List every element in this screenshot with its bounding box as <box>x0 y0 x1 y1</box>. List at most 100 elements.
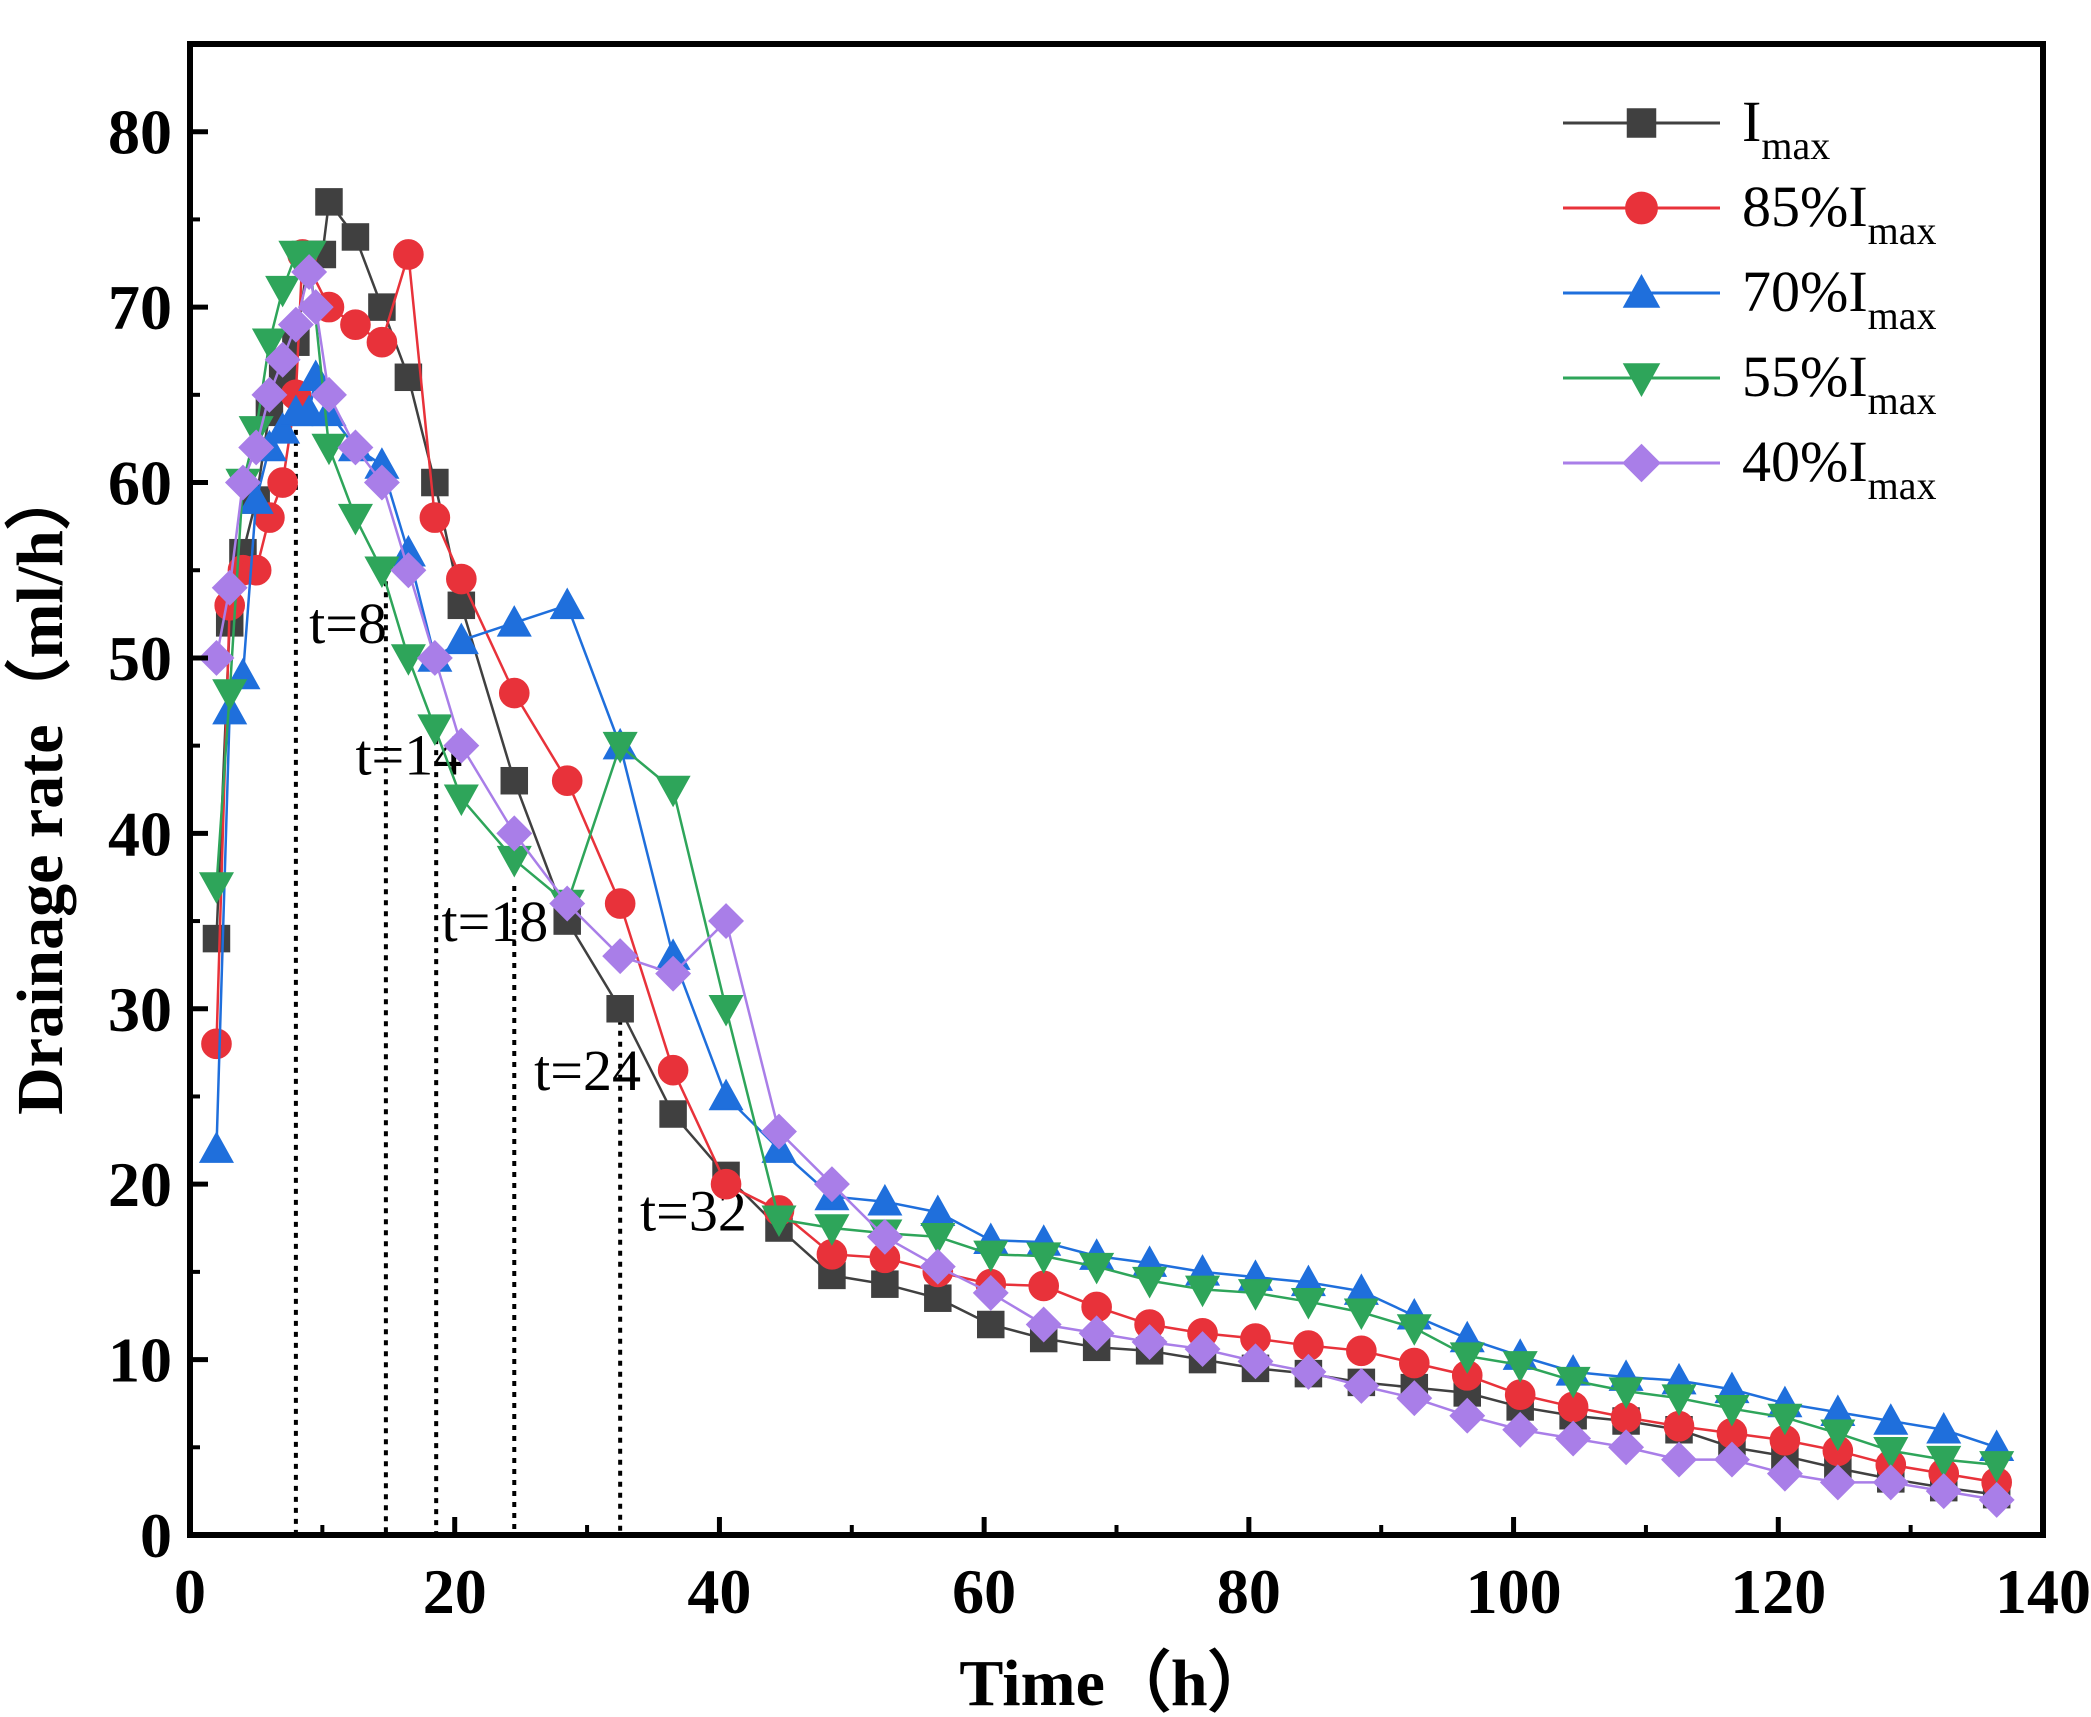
legend-label-main: 70%I <box>1742 259 1868 324</box>
marker-triangle-down <box>1449 1342 1485 1374</box>
marker-diamond <box>311 376 347 413</box>
marker-square <box>421 468 449 497</box>
marker-diamond <box>264 341 301 378</box>
marker-triangle-up <box>238 482 274 514</box>
marker-circle <box>498 677 530 709</box>
marker-triangle-up <box>496 605 532 637</box>
marker-circle <box>419 502 451 533</box>
marker-triangle-down <box>814 1214 850 1246</box>
y-tick-label: 30 <box>108 974 172 1045</box>
marker-triangle-down <box>265 275 301 308</box>
marker-triangle-down <box>1873 1437 1909 1469</box>
marker-diamond <box>1396 1380 1433 1417</box>
marker-diamond <box>655 955 692 992</box>
legend-entry: 40%Imax <box>1563 429 1937 508</box>
legend-label: Imax <box>1742 89 1830 168</box>
y-tick-label: 0 <box>140 1500 172 1571</box>
marker-triangle-down <box>1608 1377 1644 1409</box>
marker-circle <box>366 326 398 358</box>
marker-square <box>202 924 231 953</box>
marker-diamond <box>919 1248 956 1285</box>
marker-circle <box>240 554 272 586</box>
marker-diamond <box>1290 1353 1327 1390</box>
marker-triangle-down <box>655 775 691 808</box>
marker-triangle-down <box>1820 1419 1856 1452</box>
marker-triangle-down <box>212 679 248 711</box>
legend-label-main: 85%I <box>1742 174 1868 239</box>
marker-diamond <box>224 464 261 501</box>
marker-circle <box>551 765 583 797</box>
series-2 <box>201 239 2012 1498</box>
series-layer <box>198 188 2015 1518</box>
legend-label-subscript: max <box>1761 123 1830 168</box>
legend-label-main: I <box>1742 89 1761 154</box>
marker-diamond <box>813 1166 850 1203</box>
marker-square <box>1626 108 1657 138</box>
x-tick-label: 40 <box>687 1556 751 1627</box>
marker-diamond <box>1343 1367 1380 1404</box>
marker-diamond <box>238 429 275 466</box>
marker-triangle-down <box>1290 1287 1326 1320</box>
marker-circle <box>1663 1410 1695 1442</box>
marker-triangle-down <box>1343 1298 1379 1331</box>
marker-circle <box>657 1054 689 1086</box>
marker-triangle-down <box>602 731 638 764</box>
x-tick-label: 80 <box>1217 1556 1281 1627</box>
marker-triangle-down <box>364 556 400 589</box>
x-tick-label: 0 <box>174 1556 206 1627</box>
y-tick-label: 40 <box>108 798 172 869</box>
series-line <box>215 253 1997 1467</box>
marker-square <box>659 1100 687 1128</box>
y-tick-label: 50 <box>108 623 172 694</box>
legend-label-main: 40%I <box>1742 429 1868 494</box>
marker-diamond <box>708 903 745 940</box>
marker-diamond <box>1237 1343 1274 1380</box>
marker-diamond <box>1608 1429 1645 1466</box>
legend-label-subscript: max <box>1868 293 1937 338</box>
x-tick-label: 20 <box>423 1556 487 1627</box>
y-tick-label: 20 <box>108 1149 172 1220</box>
marker-diamond <box>1622 443 1661 483</box>
marker-triangle-down <box>1555 1366 1591 1399</box>
series-5 <box>198 254 2015 1518</box>
marker-circle <box>267 467 298 498</box>
marker-diamond <box>390 552 427 589</box>
legend-entry: 85%Imax <box>1563 174 1937 253</box>
marker-circle <box>1398 1347 1430 1379</box>
marker-diamond <box>1131 1324 1168 1361</box>
marker-triangle-down <box>390 644 426 676</box>
marker-square <box>500 766 529 795</box>
marker-diamond <box>297 289 334 326</box>
marker-circle <box>1625 191 1658 225</box>
marker-diamond <box>1025 1306 1062 1343</box>
marker-triangle-up <box>1622 273 1661 308</box>
marker-square <box>394 363 423 392</box>
y-axis-title: Drainage rate（ml/h） <box>3 464 77 1115</box>
marker-triangle-down <box>1714 1394 1750 1427</box>
marker-triangle-up <box>1926 1411 1962 1444</box>
marker-triangle-down <box>1132 1266 1168 1299</box>
marker-square <box>871 1270 899 1298</box>
legend-entry: Imax <box>1563 89 1830 168</box>
y-tick-label: 10 <box>108 1325 172 1396</box>
marker-diamond <box>198 639 235 676</box>
marker-diamond <box>1819 1464 1856 1501</box>
marker-triangle-down <box>443 784 479 817</box>
marker-square <box>924 1284 952 1312</box>
marker-square <box>977 1310 1005 1339</box>
marker-triangle-down <box>1661 1384 1697 1416</box>
marker-diamond <box>337 429 374 466</box>
marker-triangle-up <box>265 412 301 444</box>
marker-circle <box>1504 1379 1536 1410</box>
y-tick-label: 60 <box>108 448 172 519</box>
marker-square <box>315 188 343 216</box>
marker-diamond <box>1184 1331 1221 1368</box>
marker-diamond <box>443 727 480 764</box>
marker-diamond <box>496 815 533 852</box>
marker-diamond <box>1449 1397 1486 1434</box>
ticks-layer: 0 20 40 60 80 100 120 140 0 10 20 30 40 50 60 70 80 <box>108 97 2091 1627</box>
x-tick-label: 60 <box>952 1556 1016 1627</box>
legend-label: 70%Imax <box>1742 259 1937 338</box>
